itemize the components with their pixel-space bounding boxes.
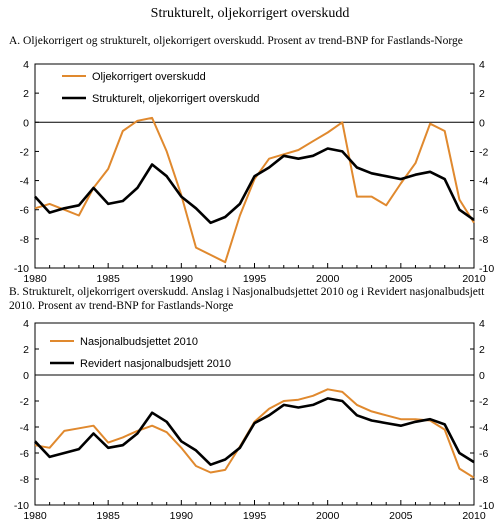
- chart-a-xtick-label: 1990: [170, 273, 194, 285]
- chart-a-ytick-right-label: 0: [479, 117, 485, 129]
- chart-a-series-1-line: [34, 116, 475, 264]
- chart-b-title: B. Strukturelt, oljekorrigert overskudd.…: [9, 286, 485, 312]
- chart-a-legend-label-2: Strukturelt, oljekorrigert overskudd: [92, 93, 260, 105]
- page-title: Strukturelt, oljekorrigert overskudd: [150, 6, 350, 21]
- chart-a-ytick-left-label: -8: [20, 234, 29, 246]
- chart-b-legend-label-1: Nasjonalbudsjettet 2010: [80, 336, 198, 348]
- chart-b-ytick-left-label: 4: [23, 318, 29, 330]
- chart-b-ytick-left-label: -2: [20, 396, 29, 408]
- chart-b-xtick-label: 2000: [316, 510, 340, 522]
- chart-b-ytick-right-label: -2: [479, 396, 488, 408]
- chart-a-ytick-right-label: -8: [479, 234, 488, 246]
- chart-b-legend-label-2: Revidert nasjonalbudsjett 2010: [80, 358, 231, 370]
- chart-b-ytick-right-label: 0: [479, 370, 485, 382]
- chart-a-xtick-label: 2010: [462, 273, 486, 285]
- chart-a-title: A. Oljekorrigert og strukturelt, oljekor…: [9, 35, 463, 47]
- chart-a-xtick-label: 1995: [243, 273, 267, 285]
- chart-b-xtick-label: 2010: [462, 510, 486, 522]
- chart-a-ytick-right-label: 2: [479, 88, 485, 100]
- chart-b-series-2-line: [34, 397, 475, 467]
- chart-a-xtick-label: 1980: [23, 273, 47, 285]
- chart-b-xtick-label: 1980: [23, 510, 47, 522]
- chart-a-ytick-right-label: -6: [479, 205, 488, 217]
- chart-a-xtick-label: 1985: [96, 273, 120, 285]
- chart-a-ytick-right-label: -10: [479, 263, 494, 275]
- chart-a-ytick-left-label: -10: [14, 263, 29, 275]
- chart-a-ytick-left-label: 0: [23, 117, 29, 129]
- chart-a-xtick-label: 2000: [316, 273, 340, 285]
- chart-a-ytick-left-label: -6: [20, 205, 29, 217]
- chart-b-ytick-left-label: -4: [20, 422, 29, 434]
- chart-b-ytick-left-label: -6: [20, 448, 29, 460]
- chart-a-ytick-left-label: 4: [23, 59, 29, 71]
- chart-a-series-2-line: [34, 147, 475, 225]
- chart-b-ytick-left-label: -8: [20, 474, 29, 486]
- chart-b-ytick-right-label: 2: [479, 344, 485, 356]
- chart-a-ytick-left-label: 2: [23, 88, 29, 100]
- chart-b-ytick-right-label: -6: [479, 448, 488, 460]
- chart-b-frame: [34, 322, 475, 506]
- chart-a-ytick-right-label: 4: [479, 59, 485, 71]
- chart-b-ytick-left-label: 2: [23, 344, 29, 356]
- chart-a-xtick-label: 2005: [389, 273, 413, 285]
- chart-b-xtick-label: 1985: [96, 510, 120, 522]
- chart-a-ytick-right-label: -2: [479, 146, 488, 158]
- chart-a-ytick-right-label: -4: [479, 176, 488, 188]
- chart-b-ytick-right-label: -10: [479, 500, 494, 512]
- chart-b-ytick-left-label: -10: [14, 500, 29, 512]
- chart-b-series-1-line: [34, 388, 475, 479]
- chart-b-ytick-left-label: 0: [23, 370, 29, 382]
- chart-b-ytick-right-label: -8: [479, 474, 488, 486]
- chart-a-ytick-left-label: -4: [20, 176, 29, 188]
- chart-b-ytick-right-label: 4: [479, 318, 485, 330]
- chart-b-xtick-label: 2005: [389, 510, 413, 522]
- chart-a-ytick-left-label: -2: [20, 146, 29, 158]
- chart-b-xtick-label: 1995: [243, 510, 267, 522]
- chart-a-legend-label-1: Oljekorrigert overskudd: [92, 71, 206, 83]
- chart-b-ytick-right-label: -4: [479, 422, 488, 434]
- chart-b-xtick-label: 1990: [170, 510, 194, 522]
